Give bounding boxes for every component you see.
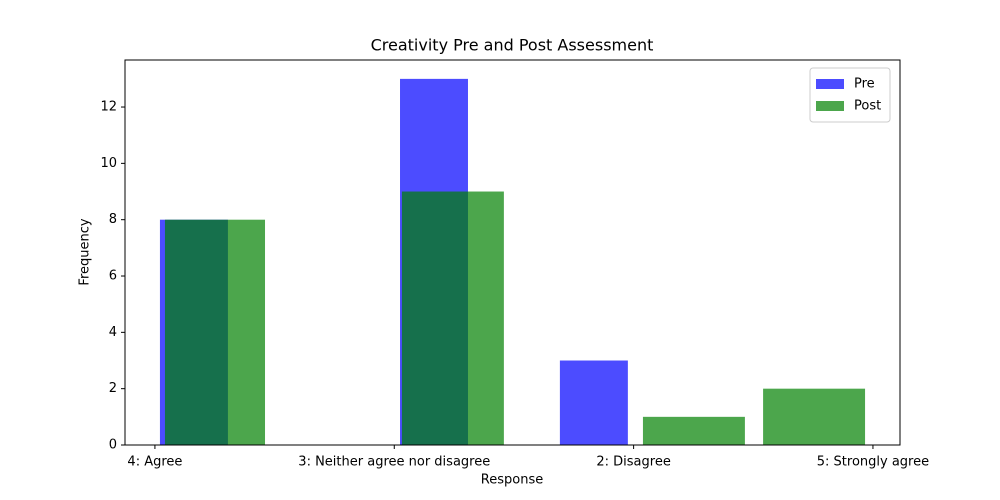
x-tick-label: 4: Agree — [127, 455, 182, 470]
y-tick-label: 8 — [109, 212, 117, 227]
legend-swatch — [816, 79, 844, 89]
bar — [401, 191, 504, 445]
x-axis-label: Response — [481, 473, 543, 488]
x-tick-label: 3: Neither agree nor disagree — [298, 455, 490, 470]
legend-swatch — [816, 101, 844, 111]
legend-label: Post — [854, 99, 881, 114]
y-tick-label: 12 — [100, 100, 117, 115]
bar — [763, 388, 866, 445]
legend-label: Pre — [854, 77, 875, 92]
y-tick-label: 2 — [109, 381, 117, 396]
y-axis-label: Frequency — [78, 218, 93, 285]
bar — [642, 416, 745, 445]
plot-frame — [124, 59, 901, 446]
y-tick-label: 6 — [109, 269, 117, 284]
y-tick-label: 10 — [100, 156, 117, 171]
legend-box — [809, 67, 891, 123]
y-tick-label: 4 — [109, 325, 117, 340]
bar — [164, 219, 266, 445]
y-tick-label: 0 — [109, 438, 117, 453]
chart-title: Creativity Pre and Post Assessment — [371, 36, 654, 55]
x-tick-label: 5: Strongly agree — [817, 455, 929, 470]
bar — [559, 360, 628, 445]
x-tick-label: 2: Disagree — [596, 455, 670, 470]
